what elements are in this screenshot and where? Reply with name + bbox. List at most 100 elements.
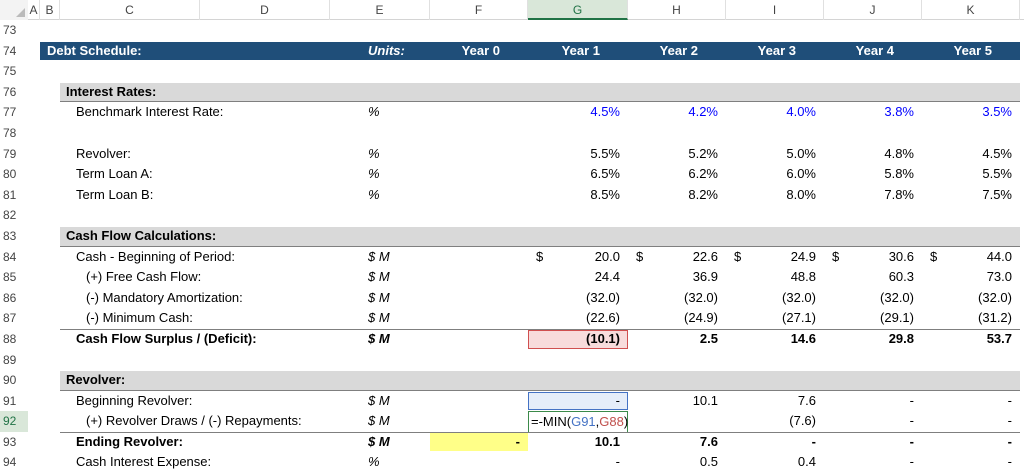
value-cell-g[interactable]: 20.0	[594, 248, 620, 264]
value-cell-i[interactable]: Year 3	[757, 42, 796, 58]
value-cell-k[interactable]: -	[1007, 454, 1012, 470]
value-cell-j[interactable]: 5.8%	[884, 166, 914, 182]
value-cell-h[interactable]: 36.9	[692, 269, 718, 285]
row-header[interactable]: 74	[3, 43, 17, 58]
column-header-c[interactable]: C	[60, 0, 200, 20]
column-header-f[interactable]: F	[430, 0, 528, 20]
row-header[interactable]: 90	[3, 373, 17, 388]
value-cell-f[interactable]	[430, 247, 520, 268]
value-cell-f[interactable]	[430, 329, 520, 350]
row-header[interactable]: 91	[3, 393, 17, 408]
value-cell-g[interactable]: (32.0)	[586, 289, 620, 305]
value-cell-f[interactable]	[430, 308, 520, 329]
column-header-e[interactable]: E	[330, 0, 430, 20]
value-cell-j[interactable]: 30.6	[888, 248, 914, 264]
value-cell-i[interactable]: 8.0%	[786, 186, 816, 202]
value-cell-i[interactable]: (32.0)	[782, 289, 816, 305]
value-cell-j[interactable]: -	[909, 454, 914, 470]
value-cell-f[interactable]	[430, 267, 520, 288]
value-cell-j[interactable]: -	[909, 433, 914, 449]
cell-highlight[interactable]	[528, 329, 628, 349]
value-cell-g[interactable]: 10.1	[594, 433, 620, 449]
row-header[interactable]: 76	[3, 84, 17, 99]
value-cell-j[interactable]: -	[909, 392, 914, 408]
value-cell-g[interactable]: (22.6)	[586, 310, 620, 326]
value-cell-g[interactable]: Year 1	[561, 42, 600, 58]
value-cell-h[interactable]: 10.1	[692, 392, 718, 408]
value-cell-i[interactable]: 6.0%	[786, 166, 816, 182]
value-cell-g[interactable]: -	[615, 454, 620, 470]
value-cell-k[interactable]: 4.5%	[982, 145, 1012, 161]
value-cell-k[interactable]: -	[1007, 413, 1012, 429]
row-header[interactable]: 77	[3, 105, 17, 120]
row-header[interactable]: 75	[3, 64, 17, 79]
value-cell-g[interactable]: -	[615, 392, 620, 408]
value-cell-k[interactable]: 7.5%	[982, 186, 1012, 202]
row-header[interactable]: 88	[3, 331, 17, 346]
row-header[interactable]: 89	[3, 352, 17, 367]
value-cell-g[interactable]: 24.4	[594, 269, 620, 285]
value-cell-k[interactable]: 53.7	[986, 330, 1012, 346]
value-cell-j[interactable]: 3.8%	[884, 104, 914, 120]
formula-edit-cell[interactable]: =-MIN(G91,G88)	[528, 411, 628, 433]
value-cell-i[interactable]: (7.6)	[789, 413, 816, 429]
value-cell-k[interactable]: (32.0)	[978, 289, 1012, 305]
value-cell-k[interactable]: Year 5	[953, 42, 992, 58]
value-cell-h[interactable]: 7.6	[699, 433, 718, 449]
value-cell-f[interactable]	[430, 411, 520, 432]
value-cell-i[interactable]: 48.8	[790, 269, 816, 285]
value-cell-i[interactable]: 0.4	[797, 454, 816, 470]
value-cell-j[interactable]: (29.1)	[880, 310, 914, 326]
value-cell-h[interactable]: 0.5	[699, 454, 718, 470]
row-header[interactable]: 82	[3, 208, 17, 223]
column-header-b[interactable]: B	[40, 0, 60, 20]
value-cell-i[interactable]: 14.6	[790, 330, 816, 346]
value-cell-k[interactable]: 3.5%	[982, 104, 1012, 120]
row-header[interactable]: 83	[3, 228, 17, 243]
column-header-h[interactable]: H	[628, 0, 726, 20]
row-header[interactable]: 78	[3, 125, 17, 140]
value-cell-i[interactable]: (27.1)	[782, 310, 816, 326]
row-header[interactable]: 93	[3, 434, 17, 449]
value-cell-g[interactable]: 6.5%	[590, 166, 620, 182]
column-header-g[interactable]: G	[528, 0, 628, 20]
value-cell-h[interactable]: 6.2%	[688, 166, 718, 182]
value-cell-j[interactable]: 7.8%	[884, 186, 914, 202]
row-header[interactable]: 94	[3, 455, 17, 470]
cell-highlight[interactable]	[528, 391, 628, 411]
value-cell-j[interactable]: (32.0)	[880, 289, 914, 305]
value-cell-k[interactable]: (31.2)	[978, 310, 1012, 326]
value-cell-f[interactable]	[430, 288, 520, 309]
value-cell-f[interactable]	[430, 144, 520, 165]
value-cell-f[interactable]: Year 0	[461, 42, 500, 58]
value-cell-i[interactable]: 24.9	[790, 248, 816, 264]
value-cell-g[interactable]: 8.5%	[590, 186, 620, 202]
row-header[interactable]: 84	[3, 249, 17, 264]
row-header[interactable]: 73	[3, 23, 17, 37]
row-header[interactable]: 86	[3, 290, 17, 305]
value-cell-g[interactable]: 4.5%	[590, 104, 620, 120]
value-cell-h[interactable]: 4.2%	[688, 104, 718, 120]
column-header-a[interactable]: A	[28, 0, 40, 20]
value-cell-j[interactable]: 29.8	[888, 330, 914, 346]
value-cell-i[interactable]: 5.0%	[786, 145, 816, 161]
value-cell-f[interactable]	[430, 185, 520, 206]
value-cell-j[interactable]: 60.3	[888, 269, 914, 285]
value-cell-f[interactable]: -	[515, 433, 520, 449]
value-cell-h[interactable]: 2.5	[699, 330, 718, 346]
value-cell-i[interactable]: 4.0%	[786, 104, 816, 120]
value-cell-h[interactable]: 22.6	[692, 248, 718, 264]
value-cell-k[interactable]: 44.0	[986, 248, 1012, 264]
column-header-j[interactable]: J	[824, 0, 922, 20]
value-cell-h[interactable]: (24.9)	[684, 310, 718, 326]
row-header[interactable]: 81	[3, 187, 17, 202]
column-header-i[interactable]: I	[726, 0, 824, 20]
value-cell-h[interactable]	[628, 411, 718, 432]
value-cell-h[interactable]: 8.2%	[688, 186, 718, 202]
value-cell-k[interactable]: -	[1007, 392, 1012, 408]
value-cell-j[interactable]: 4.8%	[884, 145, 914, 161]
value-cell-j[interactable]: Year 4	[855, 42, 894, 58]
value-cell-k[interactable]: 73.0	[986, 269, 1012, 285]
value-cell-j[interactable]: -	[909, 413, 914, 429]
value-cell-f[interactable]	[430, 102, 520, 123]
